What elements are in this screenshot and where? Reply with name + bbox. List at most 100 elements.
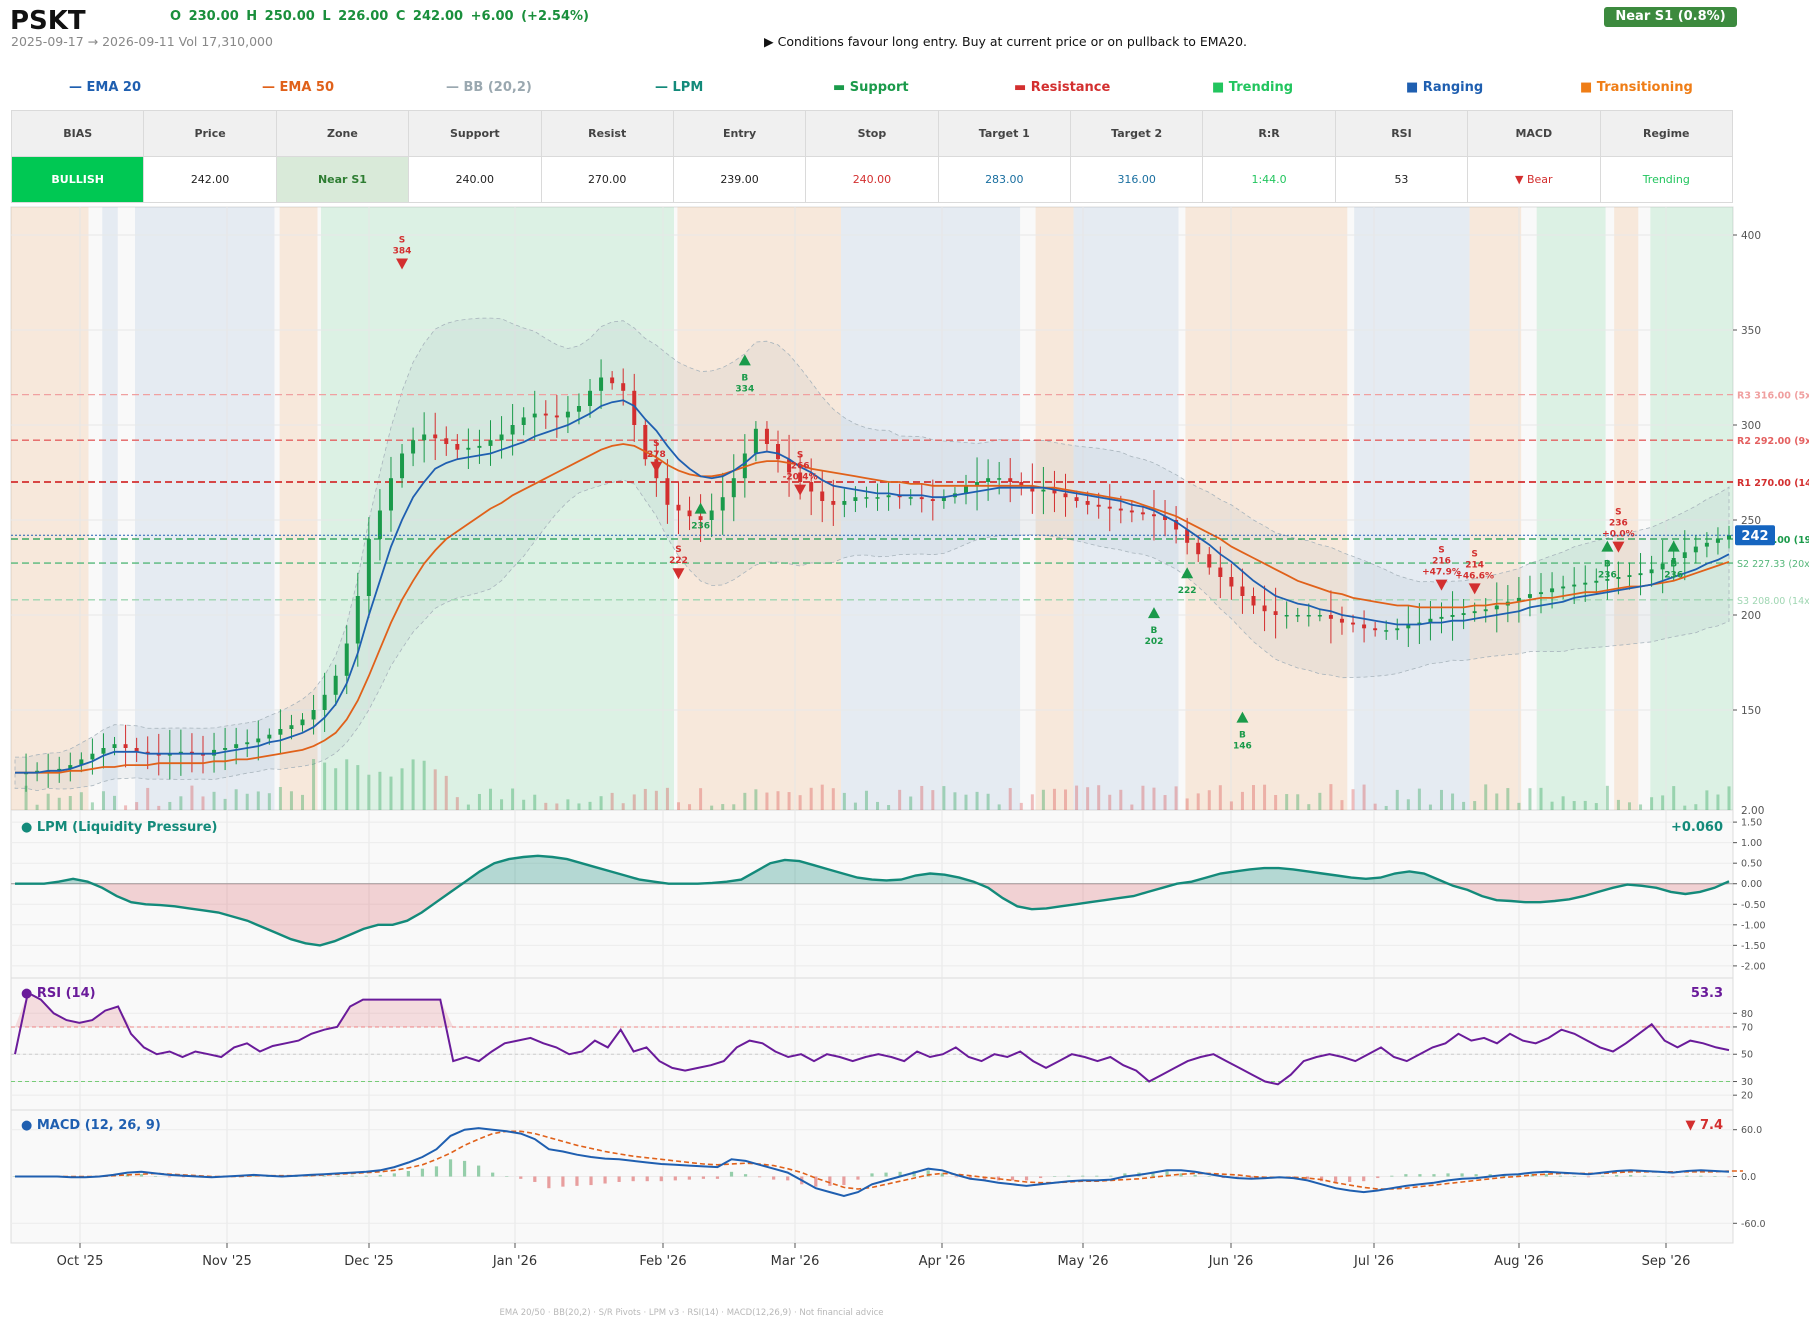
legend-ema50[interactable]: — EMA 50 (262, 80, 335, 95)
volume-bar (765, 792, 769, 810)
candle-body (864, 497, 869, 499)
volume-bar (898, 789, 902, 810)
candle-body (90, 753, 95, 760)
macd-histogram-bar (1165, 1171, 1169, 1177)
volume-bar (876, 801, 880, 810)
candle-body (886, 495, 891, 498)
candle-body (1671, 558, 1676, 564)
candle-body (576, 406, 581, 412)
macd-histogram-bar (181, 1176, 186, 1178)
buy-signal-label: B (1604, 560, 1611, 570)
x-tick-label: Apr '26 (919, 1254, 966, 1269)
macd-histogram-bar (1109, 1175, 1113, 1177)
macd-histogram-bar (589, 1176, 593, 1186)
volume-bar (57, 797, 61, 810)
candle-body (1328, 615, 1333, 619)
volume-bar (1539, 787, 1543, 810)
volume-bar (334, 768, 338, 810)
macd-histogram-bar (519, 1176, 523, 1179)
legend-support[interactable]: ▬ Support (833, 80, 909, 95)
panel-y-tick-label: -1.50 (1741, 941, 1766, 952)
level-label: R2 292.00 (9x) (1737, 436, 1809, 447)
volume-bar (455, 797, 459, 810)
macd-histogram-bar (1474, 1174, 1478, 1177)
candle-body (1527, 594, 1532, 598)
legend-ema20[interactable]: — EMA 20 (69, 80, 142, 95)
legend-lpm[interactable]: — LPM (655, 80, 704, 95)
buy-signal-marker (694, 502, 707, 514)
candle-body (388, 478, 393, 511)
macd-histogram-bar (926, 1170, 930, 1177)
candle-body (764, 428, 769, 444)
candle-body (521, 417, 526, 425)
candle-body (709, 510, 714, 520)
sell-signal-label: 384 (393, 247, 412, 257)
volume-bar (135, 802, 139, 810)
candle-body (1583, 582, 1588, 585)
regime-band-ranging (1354, 207, 1470, 810)
volume-bar (544, 802, 548, 810)
macd-histogram-bar (350, 1175, 354, 1177)
candle-body (1561, 586, 1566, 589)
candle-body (897, 495, 902, 498)
volume-bar (654, 790, 658, 810)
candle-body (1715, 539, 1720, 543)
candle-body (1273, 611, 1278, 615)
value-macd: ▼ Bear (1467, 156, 1601, 203)
buy-signal-label: B (1670, 560, 1677, 570)
candle-body (1594, 580, 1599, 583)
date-range-volume: 2025-09-17 → 2026-09-11 Vol 17,310,000 (11, 34, 273, 49)
candle-body (1660, 563, 1665, 570)
panel-y-tick-label: 0.0 (1741, 1172, 1756, 1183)
candle-body (377, 510, 382, 539)
volume-bar (665, 787, 669, 810)
macd-histogram-bar (1376, 1176, 1380, 1179)
candle-body (687, 510, 692, 517)
macd-histogram-bar (1460, 1173, 1464, 1177)
volume-bar (345, 759, 349, 810)
volume-bar (146, 787, 150, 810)
volume-bar (234, 789, 238, 810)
volume-bar (312, 759, 316, 810)
legend-trending[interactable]: ■ Trending (1212, 80, 1294, 95)
candle-body (156, 753, 161, 756)
macd-histogram-bar (1516, 1174, 1520, 1177)
macd-histogram-bar (1488, 1174, 1492, 1177)
candle-body (1428, 618, 1433, 623)
candle-body (1627, 575, 1632, 577)
legend-resistance[interactable]: ▬ Resistance (1014, 80, 1111, 95)
legend-transitioning[interactable]: ■ Transitioning (1580, 80, 1693, 95)
macd-histogram-bar (856, 1176, 860, 1180)
sell-signal-label: 214 (1465, 560, 1484, 570)
buy-signal-marker (1601, 540, 1614, 552)
macd-histogram-bar (828, 1176, 832, 1186)
volume-bar (90, 802, 94, 810)
buy-signal-label: B (1151, 626, 1158, 636)
header-regime: Regime (1599, 110, 1733, 157)
lpm-title: ● LPM (Liquidity Pressure) (21, 820, 217, 835)
candle-body (68, 765, 73, 769)
x-tick-label: Sep '26 (1642, 1254, 1691, 1269)
volume-bar (942, 786, 946, 810)
macd-histogram-bar (1081, 1175, 1085, 1177)
volume-bar (1362, 784, 1366, 810)
candle-body (245, 742, 250, 745)
x-tick-label: Nov '25 (202, 1254, 252, 1269)
legend-ranging[interactable]: ■ Ranging (1406, 80, 1484, 95)
candle-body (1539, 592, 1544, 595)
panel-y-tick-label: -1.00 (1741, 920, 1766, 931)
panel-y-tick-label: 1.00 (1741, 838, 1762, 849)
macd-histogram-bar (505, 1176, 509, 1177)
candle-body (1174, 520, 1179, 530)
volume-bar (1075, 785, 1079, 810)
buy-signal-label: 236 (691, 522, 710, 532)
macd-histogram-bar (1615, 1174, 1619, 1177)
candle-body (1041, 489, 1046, 492)
candle-body (1417, 622, 1422, 625)
volume-bar (820, 784, 824, 810)
candle-body (477, 445, 482, 448)
volume-bar (1097, 785, 1101, 810)
legend-bb[interactable]: — BB (20,2) (446, 80, 532, 95)
volume-bar (488, 788, 492, 810)
macd-histogram-bar (1586, 1176, 1591, 1178)
